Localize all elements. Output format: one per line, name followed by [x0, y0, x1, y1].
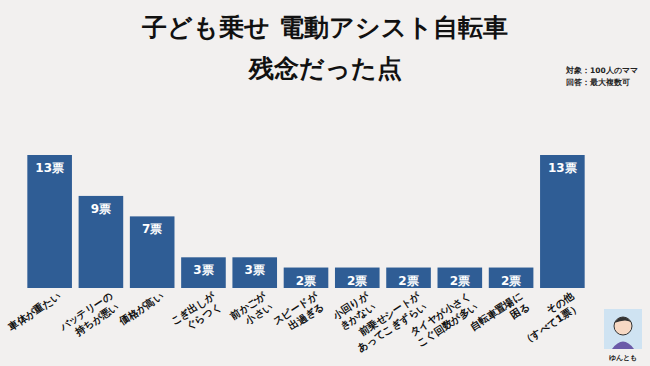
- data-label: 2票: [398, 274, 418, 288]
- data-label: 13票: [35, 161, 64, 175]
- data-label: 9票: [91, 202, 111, 216]
- category-label: こぎ出しがぐらつく: [169, 290, 225, 338]
- category-label: バッテリーの持ちが悪い: [57, 290, 121, 343]
- bar: [181, 257, 226, 288]
- logo-face: [614, 317, 632, 335]
- logo-hair: [614, 317, 632, 323]
- note: 回答：最大複数可: [566, 78, 630, 87]
- logo-box: [604, 309, 642, 349]
- bar: [438, 268, 483, 288]
- category-label: タイヤが小さくこぐ回数が多い: [408, 290, 480, 349]
- background: [0, 0, 650, 366]
- category-label: その他（すべて1票）: [513, 290, 583, 348]
- note: 対象：100人のママ: [565, 65, 638, 75]
- chart: 子ども乗せ 電動アシスト自転車残念だった点対象：100人のママ回答：最大複数可 1…: [0, 0, 650, 366]
- category-label: 車体が重たい: [6, 290, 63, 332]
- data-label: 3票: [193, 263, 213, 277]
- logo-body: [612, 342, 634, 350]
- bar: [27, 155, 72, 288]
- category-label: 価格が高い: [117, 290, 166, 327]
- category-label: 自転車置場に困る: [468, 290, 531, 342]
- bar: [335, 268, 380, 288]
- data-label: 3票: [245, 263, 265, 277]
- bar: [284, 268, 329, 288]
- data-label: 2票: [296, 274, 316, 288]
- bar: [386, 268, 431, 288]
- category-label: スピードが出過ぎる: [271, 290, 327, 337]
- data-label: 2票: [450, 274, 470, 288]
- category-label: 前かごが小さい: [227, 290, 275, 333]
- chart-root: 子ども乗せ 電動アシスト自転車残念だった点対象：100人のママ回答：最大複数可 1…: [0, 0, 650, 366]
- bars: [27, 155, 584, 288]
- logo: [604, 309, 642, 349]
- data-label: 2票: [501, 274, 521, 288]
- data-label: 2票: [347, 274, 367, 288]
- data-label: 13票: [548, 161, 577, 175]
- credit: ゆんとも: [609, 354, 637, 362]
- bar: [489, 268, 534, 288]
- bar: [79, 196, 124, 288]
- bar: [540, 155, 585, 288]
- bar: [130, 216, 175, 288]
- title: 子ども乗せ 電動アシスト自転車残念だった点: [141, 13, 508, 83]
- bar: [232, 257, 277, 288]
- data-label: 7票: [142, 222, 162, 236]
